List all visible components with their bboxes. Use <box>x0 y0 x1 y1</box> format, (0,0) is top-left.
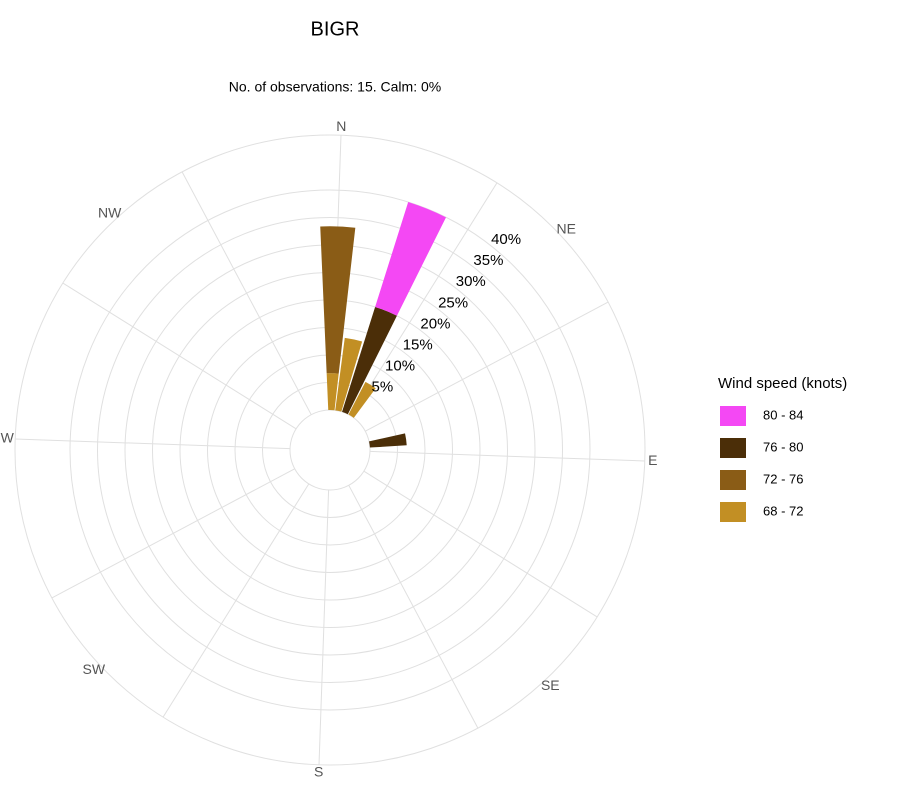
outer-circle <box>14 134 646 766</box>
legend-title: Wind speed (knots) <box>718 375 847 392</box>
legend-label: 68 - 72 <box>763 503 803 518</box>
legend-swatch <box>720 406 746 426</box>
compass-label: W <box>1 429 15 445</box>
bar-segment <box>320 226 356 374</box>
grid-ring <box>69 189 591 711</box>
bar-segment <box>342 306 397 415</box>
hub-circle <box>289 409 371 491</box>
legend-label: 80 - 84 <box>763 407 803 422</box>
legend-swatch <box>720 502 746 522</box>
bar-segment <box>375 202 447 316</box>
bar-segment <box>326 373 339 411</box>
compass-label: SE <box>541 677 560 693</box>
chart-title: BIGR <box>311 18 360 40</box>
chart-subtitle: No. of observations: 15. Calm: 0% <box>229 79 441 95</box>
radial-tick-label: 40% <box>491 231 521 248</box>
legend-swatch <box>720 438 746 458</box>
bar-segment <box>369 433 407 448</box>
compass-label: S <box>314 764 323 780</box>
compass-label: NW <box>98 204 122 220</box>
radial-tick-label: 5% <box>372 379 394 396</box>
radial-tick-label: 25% <box>438 294 468 311</box>
radial-tick-label: 35% <box>473 252 503 269</box>
legend-label: 72 - 76 <box>763 471 803 486</box>
legend-swatch <box>720 470 746 490</box>
radial-tick-label: 10% <box>385 357 415 374</box>
bar-segment <box>335 337 363 412</box>
grid-ring <box>97 217 563 683</box>
compass-label: SW <box>82 661 105 677</box>
compass-label: E <box>648 452 657 468</box>
compass-label: NE <box>557 220 576 236</box>
radial-tick-label: 20% <box>420 315 450 332</box>
legend-label: 76 - 80 <box>763 439 803 454</box>
radial-tick-label: 30% <box>456 273 486 290</box>
radial-tick-label: 15% <box>403 336 433 353</box>
compass-label: N <box>336 118 346 134</box>
bar-segment <box>348 381 376 418</box>
